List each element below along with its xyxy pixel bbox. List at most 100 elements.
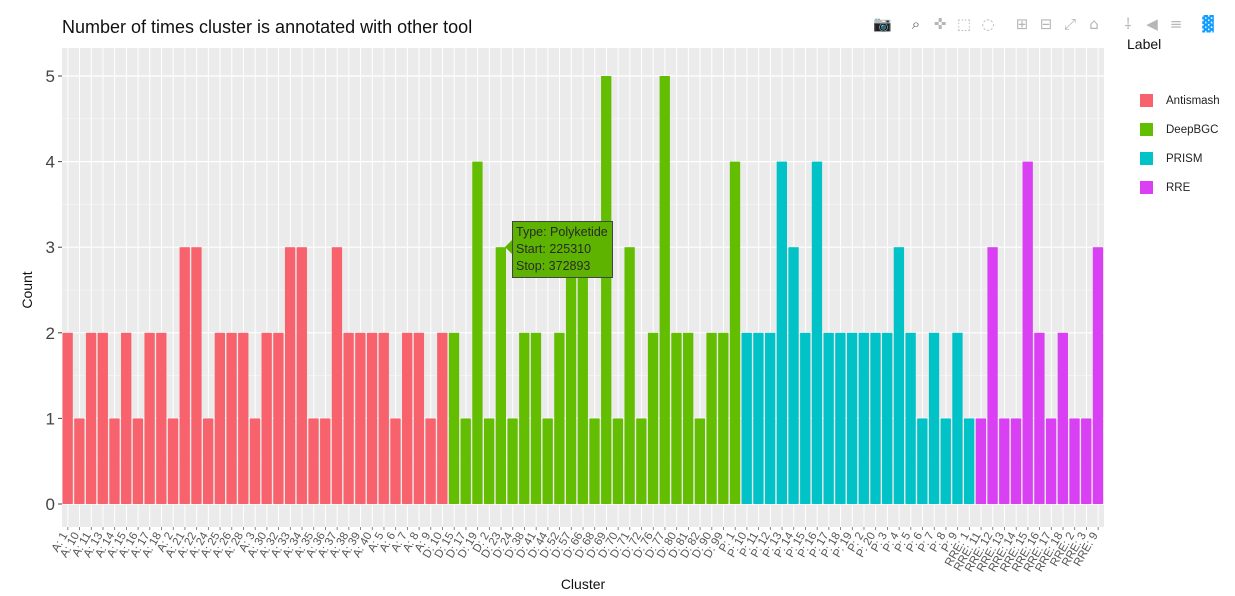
bar[interactable] xyxy=(601,76,612,504)
bar[interactable] xyxy=(542,418,553,504)
bar[interactable] xyxy=(554,332,565,504)
pan-icon[interactable]: ✜ xyxy=(933,15,947,33)
bar[interactable] xyxy=(776,161,787,504)
bar[interactable] xyxy=(1069,418,1080,504)
bar[interactable] xyxy=(85,332,97,504)
bar[interactable] xyxy=(565,247,577,504)
bar[interactable] xyxy=(320,418,331,504)
bar[interactable] xyxy=(507,418,518,504)
bar[interactable] xyxy=(519,332,530,504)
bar[interactable] xyxy=(694,418,706,504)
bar[interactable] xyxy=(483,418,495,504)
bar[interactable] xyxy=(530,332,542,504)
bar[interactable] xyxy=(273,332,284,504)
bar[interactable] xyxy=(472,161,483,504)
bar[interactable] xyxy=(858,332,869,504)
bar[interactable] xyxy=(156,332,167,504)
bar[interactable] xyxy=(788,247,799,504)
bar[interactable] xyxy=(97,332,108,504)
bar[interactable] xyxy=(425,418,436,504)
bar[interactable] xyxy=(1010,418,1022,504)
bar[interactable] xyxy=(741,332,752,504)
bar[interactable] xyxy=(74,418,85,504)
home-icon[interactable]: ⌂ xyxy=(1089,15,1099,33)
zoom-in-icon[interactable]: ⊞ xyxy=(1015,15,1029,33)
bar[interactable] xyxy=(764,332,776,504)
bar[interactable] xyxy=(823,332,834,504)
bar[interactable] xyxy=(331,247,343,504)
bar[interactable] xyxy=(999,418,1010,504)
bar[interactable] xyxy=(905,332,916,504)
zoom-out-icon[interactable]: ⊟ xyxy=(1039,15,1053,33)
hover-compare-icon[interactable]: ≡ xyxy=(1169,15,1183,33)
legend-item-rre[interactable]: RRE xyxy=(1140,173,1220,202)
bar[interactable] xyxy=(167,418,179,504)
bar[interactable] xyxy=(1045,418,1057,504)
bar[interactable] xyxy=(683,332,694,504)
bar[interactable] xyxy=(1092,247,1104,504)
lasso-icon[interactable]: ◌ xyxy=(981,15,995,33)
bar[interactable] xyxy=(448,332,460,504)
bar[interactable] xyxy=(355,332,366,504)
bar[interactable] xyxy=(718,332,729,504)
bar[interactable] xyxy=(811,161,823,504)
bar[interactable] xyxy=(671,332,682,504)
bar[interactable] xyxy=(835,332,846,504)
autoscale-icon[interactable]: ⤢ xyxy=(1063,15,1076,33)
bar[interactable] xyxy=(893,247,905,504)
box-select-icon[interactable]: ⬚ xyxy=(956,15,972,33)
bar[interactable] xyxy=(659,76,670,504)
bar[interactable] xyxy=(343,332,354,504)
bar[interactable] xyxy=(1022,161,1033,504)
bar[interactable] xyxy=(202,418,214,504)
bar[interactable] xyxy=(589,418,600,504)
bar[interactable] xyxy=(249,418,261,504)
bar[interactable] xyxy=(1057,332,1068,504)
bar[interactable] xyxy=(261,332,272,504)
bar[interactable] xyxy=(964,418,975,504)
zoom-icon[interactable]: ⌕ xyxy=(911,15,921,33)
plotly-logo-icon[interactable]: ▓ xyxy=(1202,15,1214,33)
bar[interactable] xyxy=(132,418,144,504)
bar[interactable] xyxy=(975,418,987,504)
bar[interactable] xyxy=(882,332,893,504)
hover-closest-icon[interactable]: ◀ xyxy=(1146,15,1158,33)
bar[interactable] xyxy=(952,332,963,504)
bar[interactable] xyxy=(928,332,940,504)
bar[interactable] xyxy=(296,247,307,504)
bar[interactable] xyxy=(647,332,659,504)
bar[interactable] xyxy=(706,332,717,504)
bar[interactable] xyxy=(940,418,951,504)
bar[interactable] xyxy=(437,332,448,504)
bar[interactable] xyxy=(846,332,858,504)
camera-icon[interactable]: 📷 xyxy=(873,15,892,33)
bar[interactable] xyxy=(121,332,132,504)
bar[interactable] xyxy=(390,418,401,504)
bar[interactable] xyxy=(987,247,998,504)
bar[interactable] xyxy=(62,332,73,504)
bar[interactable] xyxy=(378,332,389,504)
bar[interactable] xyxy=(495,247,506,504)
bar[interactable] xyxy=(402,332,413,504)
bar[interactable] xyxy=(1034,332,1045,504)
bar[interactable] xyxy=(800,332,811,504)
bar[interactable] xyxy=(308,418,319,504)
bar[interactable] xyxy=(753,332,764,504)
bar[interactable] xyxy=(191,247,202,504)
bar[interactable] xyxy=(144,332,155,504)
bar[interactable] xyxy=(729,161,741,504)
bar[interactable] xyxy=(917,418,928,504)
bar[interactable] xyxy=(624,247,635,504)
bar[interactable] xyxy=(636,418,647,504)
legend-item-deepbgc[interactable]: DeepBGC xyxy=(1140,115,1220,144)
bar[interactable] xyxy=(1081,418,1092,504)
legend-item-antismash[interactable]: Antismash xyxy=(1140,86,1220,115)
bar[interactable] xyxy=(179,247,190,504)
spike-lines-icon[interactable]: ⸸ xyxy=(1124,15,1132,33)
legend-item-prism[interactable]: PRISM xyxy=(1140,144,1220,173)
bar[interactable] xyxy=(870,332,881,504)
bar[interactable] xyxy=(460,418,471,504)
bar[interactable] xyxy=(577,247,588,504)
bar[interactable] xyxy=(413,332,425,504)
bar[interactable] xyxy=(284,247,296,504)
